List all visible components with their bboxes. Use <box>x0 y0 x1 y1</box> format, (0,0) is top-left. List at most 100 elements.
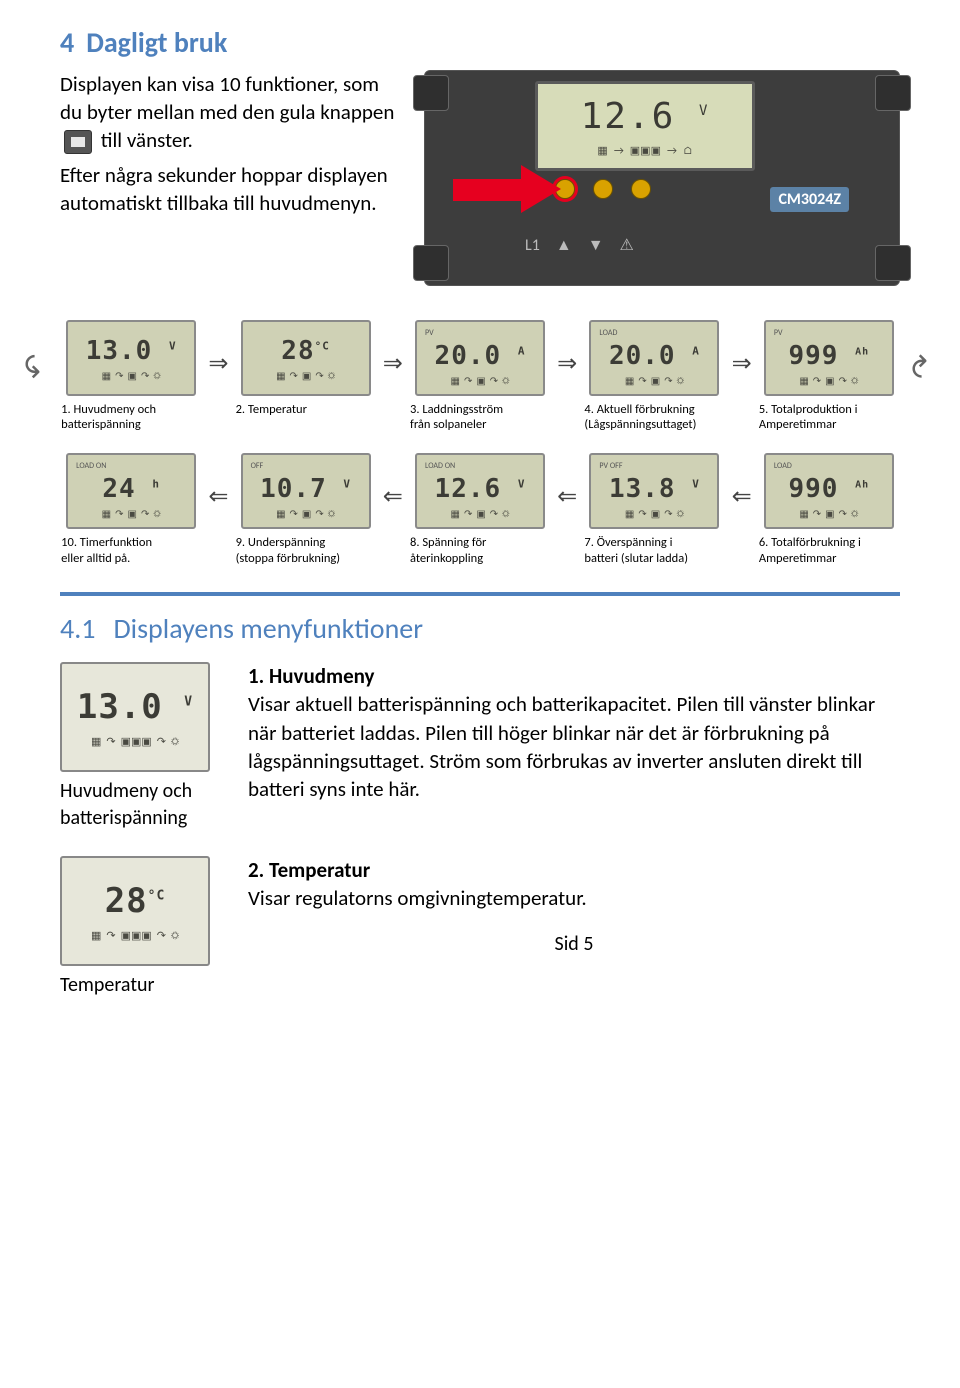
menu2-body: Visar regulatorns omgivningtemperatur. <box>248 885 587 911</box>
caption-line2: återinkoppling <box>410 551 483 566</box>
caption-line1: 1. Huvudmeny och <box>61 402 156 417</box>
lcd-prefix: PV <box>425 328 434 339</box>
lcd-small: LOAD ON 12.6 V ▦↷▣↷☼ <box>415 453 545 529</box>
lcd-prefix: PV OFF <box>599 461 622 472</box>
lcd-prefix: OFF <box>251 461 264 472</box>
battery-icon: ▣ <box>651 507 660 521</box>
arrow-icon: ↷ <box>490 374 498 388</box>
callout-arrow-icon <box>453 171 563 207</box>
section-heading: 4 Dagligt bruk <box>60 24 900 62</box>
device-status-icons: L1 ▲ ▼ ⚠ <box>525 235 634 257</box>
caption-line1: 4. Aktuell förbrukning <box>584 402 694 417</box>
display-cell-2: 28°C ▦↷▣↷☼ 2. Temperatur <box>234 320 376 418</box>
subheading-text: Displayens menyfunktioner <box>113 610 423 648</box>
arrow-icon: ↷ <box>464 507 472 521</box>
lcd-value: 990 <box>789 474 839 504</box>
caption-line2: eller alltid på. <box>61 551 130 566</box>
intro-p2: Efter några sekunder hoppar displayen au… <box>60 161 400 218</box>
arrow-icon: ↷ <box>115 369 123 383</box>
battery-icon: ▣ <box>302 369 311 383</box>
display-cell-6: LOAD 990 Ah ▦↷▣↷☼ 6. Totalförbrukning iA… <box>758 453 900 566</box>
display-cell-5: PV 999 Ah ▦↷▣↷☼ 5. Totalproduktion iAmpe… <box>758 320 900 433</box>
subheading-number: 4.1 <box>60 610 95 648</box>
caption-line2: batteri (slutar ladda) <box>584 551 688 566</box>
display-cell-9: OFF 10.7 V ▦↷▣↷☼ 9. Underspänning(stoppa… <box>234 453 376 566</box>
arrow-icon: ↷ <box>115 507 123 521</box>
solar-icon: ▦ <box>450 507 459 521</box>
arrow-left-icon: ⇐ <box>732 453 752 513</box>
battery-icon: ▣▣▣ <box>630 144 661 159</box>
caption-line2: Amperetimmar <box>759 551 837 566</box>
arrow-icon: ↷ <box>839 374 847 388</box>
solar-icon: ▦ <box>102 369 111 383</box>
bulb-icon: ☼ <box>677 374 684 388</box>
caption-line2: (Lågspänningsuttaget) <box>584 417 696 432</box>
lcd-value: 13.0 <box>86 336 153 366</box>
l1-icon: L1 <box>525 235 540 257</box>
solar-icon: ▦ <box>625 507 634 521</box>
bulb-icon: ☼ <box>171 929 179 944</box>
battery-icon: ▣ <box>651 374 660 388</box>
arrow-icon: ↷ <box>290 369 298 383</box>
lcd-prefix: LOAD ON <box>425 461 455 472</box>
solar-icon: ▦ <box>91 735 101 750</box>
bulb-icon: ☼ <box>677 507 684 521</box>
battery-icon: ▣ <box>302 507 311 521</box>
intro-text: Displayen kan visa 10 funktioner, som du… <box>60 70 400 224</box>
lcd-value: 28 <box>105 881 148 921</box>
lcd-value: 999 <box>789 341 839 371</box>
battery-icon: ▣ <box>825 507 834 521</box>
caption-line1: 10. Timerfunktion <box>61 535 152 550</box>
device-buttons <box>555 179 651 199</box>
arrow-icon: ↷ <box>638 374 646 388</box>
display-row-2: LOAD ON 24 h ▦↷▣↷☼ 10. Timerfunktionelle… <box>60 453 900 566</box>
arrow-icon: ↷ <box>141 369 149 383</box>
arrow-icon: ↷ <box>315 507 323 521</box>
toggle-button-icon <box>64 130 92 154</box>
arrow-icon: ↷ <box>141 507 149 521</box>
divider-bar <box>60 592 900 596</box>
arrow-icon: ↷ <box>106 929 115 944</box>
button-yellow-3[interactable] <box>631 179 651 199</box>
lcd-value: 20.0 <box>609 341 676 371</box>
lcd-small: LOAD ON 24 h ▦↷▣↷☼ <box>66 453 196 529</box>
menu2-title: 2. Temperatur <box>248 857 370 883</box>
bulb-icon: ☼ <box>328 369 335 383</box>
solar-icon: ▦ <box>597 144 607 159</box>
device-lcd: 12.6 V ▦ → ▣▣▣ → ⌂ <box>535 81 755 171</box>
lcd-value: 24 <box>102 474 135 504</box>
lcd-unit: Ah <box>855 346 869 357</box>
lcd-unit: V <box>692 477 700 490</box>
button-yellow-2[interactable] <box>593 179 613 199</box>
lcd-prefix: PV <box>774 328 783 339</box>
mount-ear-icon <box>875 75 911 111</box>
lcd-value: 10.7 <box>260 474 327 504</box>
arrow-right-icon: ⇒ <box>383 320 403 380</box>
cycle-arrow-icon: ↷ <box>903 353 944 378</box>
display-row-1: ↶ 13.0 V ▦↷▣↷☼ 1. Huvudmeny ochbatterisp… <box>60 320 900 433</box>
bulb-icon: ☼ <box>153 507 160 521</box>
battery-icon: ▣▣▣ <box>121 735 152 750</box>
lcd-medium: 28°C ▦↷▣▣▣↷☼ <box>60 856 210 966</box>
solar-icon: ▦ <box>799 374 808 388</box>
caption-line1: 8. Spänning för <box>410 535 486 550</box>
lcd-small: 28°C ▦↷▣↷☼ <box>241 320 371 396</box>
bulb-icon: ☼ <box>851 507 858 521</box>
lcd-unit: V <box>699 103 709 119</box>
menu-item-1: 13.0 V ▦↷▣▣▣↷☼ Huvudmeny och batterispän… <box>60 662 900 832</box>
caption-line2: batterispänning <box>61 417 141 432</box>
caption-line1: 3. Laddningsström <box>410 402 503 417</box>
caption-line2: (stoppa förbrukning) <box>236 551 341 566</box>
lcd-prefix: LOAD <box>774 461 792 472</box>
battery-icon: ▣ <box>127 507 136 521</box>
lcd-unit: V <box>169 339 177 352</box>
battery-icon: ▣ <box>825 374 834 388</box>
lcd-small: PV 20.0 A ▦↷▣↷☼ <box>415 320 545 396</box>
arrow-icon: ↷ <box>106 735 115 750</box>
display-cell-10: LOAD ON 24 h ▦↷▣↷☼ 10. Timerfunktionelle… <box>60 453 202 566</box>
bulb-icon: ☼ <box>171 735 179 750</box>
arrow-icon: ↷ <box>664 507 672 521</box>
solar-icon: ▦ <box>276 507 285 521</box>
lcd-prefix: LOAD ON <box>76 461 106 472</box>
lcd-unit: A <box>518 344 526 357</box>
